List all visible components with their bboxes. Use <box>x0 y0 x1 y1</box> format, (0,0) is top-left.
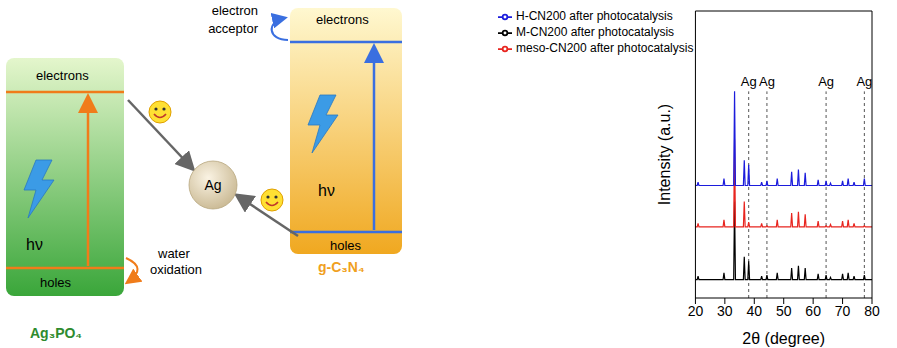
html-text:H-CN200 after photocatalysis: H-CN200 after photocatalysis <box>516 9 673 23</box>
svg-text:holes: holes <box>40 275 72 290</box>
svg-text:hν: hν <box>26 236 43 253</box>
svg-text:70: 70 <box>835 303 851 319</box>
svg-text:50: 50 <box>776 303 792 319</box>
svg-text:electron: electron <box>212 3 258 18</box>
svg-text:Ag: Ag <box>741 74 757 89</box>
html-text:meso-CN200 after photocatalysi: meso-CN200 after photocatalysis <box>516 41 694 55</box>
svg-text:20: 20 <box>688 303 704 319</box>
svg-text:60: 60 <box>805 303 821 319</box>
svg-text:2θ (degree): 2θ (degree) <box>742 330 825 347</box>
svg-text:hν: hν <box>318 182 335 199</box>
svg-text:Ag: Ag <box>818 74 834 89</box>
svg-text:electrons: electrons <box>316 12 369 27</box>
svg-text:oxidation: oxidation <box>150 262 202 277</box>
svg-text:holes: holes <box>330 238 362 253</box>
svg-text:Intensity (a.u.): Intensity (a.u.) <box>656 104 673 205</box>
svg-text:g-C₃N₄: g-C₃N₄ <box>318 259 365 275</box>
svg-text:electrons: electrons <box>36 68 89 83</box>
svg-text:Ag: Ag <box>204 177 221 193</box>
svg-text:Ag₃PO₄: Ag₃PO₄ <box>30 325 82 341</box>
svg-text:Ag: Ag <box>759 74 775 89</box>
html-text:M-CN200 after photocatalysis: M-CN200 after photocatalysis <box>516 25 675 39</box>
svg-text:Ag: Ag <box>856 74 872 89</box>
svg-text:water: water <box>157 246 190 261</box>
svg-text:30: 30 <box>717 303 733 319</box>
svg-text:acceptor: acceptor <box>208 21 259 36</box>
svg-text:80: 80 <box>864 303 880 319</box>
svg-text:40: 40 <box>746 303 762 319</box>
